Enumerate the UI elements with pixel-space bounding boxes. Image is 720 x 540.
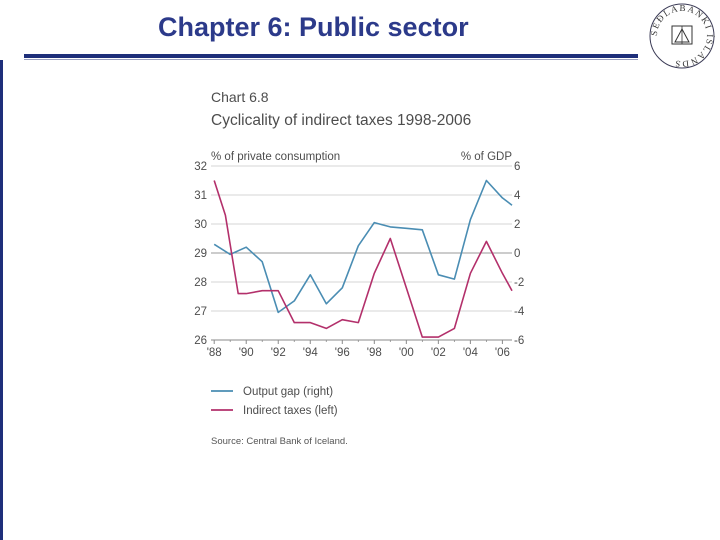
chart-number: Chart 6.8 [211,89,269,105]
series-line-output-gap [213,179,513,314]
left-accent-rule [0,60,3,540]
left-tick-label: 27 [194,306,207,318]
right-tick-label: 4 [514,190,521,202]
x-tick-label: '96 [335,347,350,359]
x-tick-label: '98 [367,347,382,359]
right-tick-label: 2 [514,219,520,231]
x-tick-label: '90 [239,347,254,359]
right-tick-label: 6 [514,161,520,173]
title-divider-thin [24,59,638,60]
central-bank-seal-logo: SEÐLABANKI ÍSLANDS [649,3,715,69]
right-tick-label: -6 [514,335,524,347]
x-tick-label: '06 [495,347,510,359]
page-title: Chapter 6: Public sector [158,12,469,42]
right-tick-label: 0 [514,248,520,260]
legend-label: Indirect taxes (left) [243,405,338,417]
left-tick-label: 32 [194,161,207,173]
chart-source: Source: Central Bank of Iceland. [211,436,348,447]
x-tick-label: '94 [303,347,319,359]
left-axis-title: % of private consumption [211,151,340,163]
left-tick-label: 28 [194,277,207,289]
x-tick-label: '00 [399,347,414,359]
legend-label: Output gap (right) [243,386,333,398]
left-tick-label: 26 [194,335,207,347]
chart-title: Cyclicality of indirect taxes 1998-2006 [211,112,472,129]
right-axis-title: % of GDP [461,151,512,163]
left-tick-label: 31 [194,190,207,202]
right-tick-label: -4 [514,306,525,318]
x-tick-label: '88 [207,347,222,359]
x-tick-label: '92 [271,347,286,359]
x-tick-label: '02 [431,347,446,359]
x-tick-label: '04 [463,347,479,359]
title-divider [24,54,638,58]
left-tick-label: 29 [194,248,207,260]
left-tick-label: 30 [194,219,207,231]
right-tick-label: -2 [514,277,524,289]
